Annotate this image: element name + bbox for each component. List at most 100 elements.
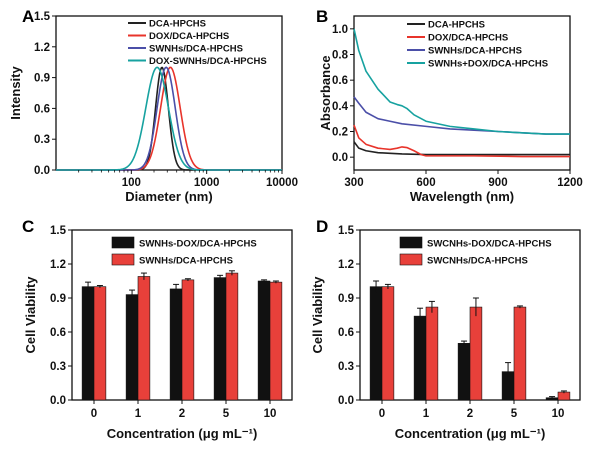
panel-c-ytick-label: 0.0 [50,395,66,407]
panel-d-bar [557,391,571,401]
panel-b-xtick-label: 600 [416,177,435,189]
panel-d-bar [369,286,383,401]
panel-a-xtick-label: 1000 [194,177,220,189]
panel-a-ytick-label: 0.6 [34,103,50,115]
panel-c-bar [213,277,227,401]
panel-b-legend: DCA-HPCHS DOX/DCA-HPCHS SWNHs/DCA-HPCHS SWN… [407,20,548,70]
panel-c-ytick-label: 1.2 [50,259,66,271]
panel-d-ytick-label: 1.2 [338,259,354,271]
panel-b-series-line [353,141,570,156]
panel-d-xtick-label: 2 [467,408,473,420]
panel-a-xtick-label: 100 [122,177,141,189]
panel-c-xtick-label: 2 [179,408,185,420]
panel-c-legend-label: SWNHs-DOX/DCA-HPCHS [139,239,257,250]
panel-d-bar [513,306,527,401]
panel-letter-b: B [316,7,328,26]
panel-d-legend-label: SWCNHs/DCA-HPCHS [427,256,528,267]
panel-c-viability-chart: 0.0 0.3 0.6 0.9 1.2 1.5 0 1 2 5 10 SWNHs-DOX/DCA-H… [23,225,293,441]
panel-c-legend: SWNHs-DOX/DCA-HPCHS SWNHs/DCA-HPCHS [111,236,257,267]
panel-a-legend-label: DOX/DCA-HPCHS [149,31,229,42]
panel-a-ytick-label: 0.3 [34,134,50,146]
panel-c-xtick-label: 1 [135,408,142,420]
panel-d-ylabel: Cell Viability [310,276,325,354]
panel-c-ytick-label: 1.5 [50,225,67,237]
panel-b-absorbance-chart: 0.0 0.2 0.4 0.6 0.8 1.0 300 600 900 1200 DCA-HPCH… [318,15,583,204]
panel-b-xtick-label: 300 [344,177,363,189]
panel-a-ytick-label: 1.2 [34,42,50,54]
panel-a-series [56,66,282,171]
panel-c-bar [181,279,195,401]
panel-a-ylabel: Intensity [8,66,23,120]
panel-c-xlabel: Concentration (μg mL⁻¹) [107,426,258,441]
panel-a-plot-frame [55,15,283,171]
panel-b-ytick-label: 0.8 [332,50,349,62]
panel-d-ytick-label: 1.5 [338,225,355,237]
panel-b-series-line [353,28,570,135]
panel-c-bar [257,280,271,401]
panel-d-bars [369,280,571,401]
panel-a-series-line [56,66,282,171]
panel-c-xtick-label: 10 [264,408,277,420]
panel-c-bar [269,281,283,401]
panel-d-xlabel: Concentration (μg mL⁻¹) [395,426,546,441]
panel-d-ytick-label: 0.9 [338,293,354,305]
panel-d-bar [413,315,427,401]
panel-c-ytick-label: 0.9 [50,293,66,305]
panel-c-ytick-label: 0.3 [50,361,66,373]
panel-b-xtick-label: 900 [488,177,507,189]
panel-c-legend-swatch [111,236,135,249]
panel-c-bar [169,288,183,401]
panel-d-xtick-label: 0 [379,408,385,420]
panel-c-bar [225,272,239,401]
panel-a-series-line [56,66,282,171]
panel-b-ytick-label: 0.0 [332,152,348,164]
panel-d-ytick-label: 0.3 [338,361,354,373]
panel-b-ytick-label: 0.4 [332,101,349,113]
panel-d-legend-swatch [399,253,423,266]
panel-d-bar [457,343,471,401]
panel-d-ytick-label: 0.6 [338,327,354,339]
panel-a-ytick-label: 1.5 [34,11,51,23]
panel-c-bar [125,294,139,401]
panel-a-xtick-label: 10000 [266,177,298,189]
panel-a-legend-label: DCA-HPCHS [149,19,206,30]
panel-b-legend-label: SWNHs+DOX/DCA-HPCHS [428,59,548,70]
panel-a-ytick-label: 0.9 [34,73,50,85]
panel-b-xlabel: Wavelength (nm) [410,189,514,204]
panel-letter-c: C [22,217,34,236]
panel-c-bar [93,286,107,401]
panel-b-ylabel: Absorbance [318,55,333,130]
panel-c-bar [81,286,95,401]
panel-c-legend-label: SWNHs/DCA-HPCHS [139,256,233,267]
panel-d-viability-chart: 0.0 0.3 0.6 0.9 1.2 1.5 0 1 2 5 10 SWCNHs-DOX/DCA-… [310,225,581,441]
panel-letter-d: D [316,217,328,236]
panel-d-legend-swatch [399,236,423,249]
panel-b-plot-frame [353,15,571,171]
panel-letter-a: A [22,7,34,26]
panel-c-ytick-label: 0.6 [50,327,66,339]
panel-a-xlabel: Diameter (nm) [125,189,212,204]
panel-c-bar [137,276,151,401]
panel-b-series-line [353,96,570,135]
panel-d-bar [381,286,395,401]
panel-d-xtick-label: 5 [511,408,518,420]
panel-a-legend-label: DOX-SWNHs/DCA-HPCHS [149,56,267,67]
panel-d-legend-label: SWCNHs-DOX/DCA-HPCHS [427,239,552,250]
panel-c-xtick-label: 0 [91,408,97,420]
panel-d-ytick-label: 0.0 [338,395,354,407]
panel-a-ytick-label: 0.0 [34,165,50,177]
panel-b-xtick-label: 1200 [557,177,583,189]
panel-d-bar [425,306,439,401]
panel-d-xtick-label: 10 [552,408,565,420]
panel-b-legend-label: DCA-HPCHS [428,20,485,31]
panel-b-legend-label: SWNHs/DCA-HPCHS [428,46,522,57]
panel-c-xtick-label: 5 [223,408,230,420]
panel-a-legend-label: SWNHs/DCA-HPCHS [149,44,243,55]
panel-b-legend-label: DOX/DCA-HPCHS [428,33,508,44]
panel-b-series-line [353,124,570,158]
panel-d-bar [469,306,483,401]
panel-b-ytick-label: 0.6 [332,75,348,87]
panel-a-dls-chart: 0.0 0.3 0.6 0.9 1.2 1.5 100 1000 10000 DCA-HPCHS… [8,11,298,204]
